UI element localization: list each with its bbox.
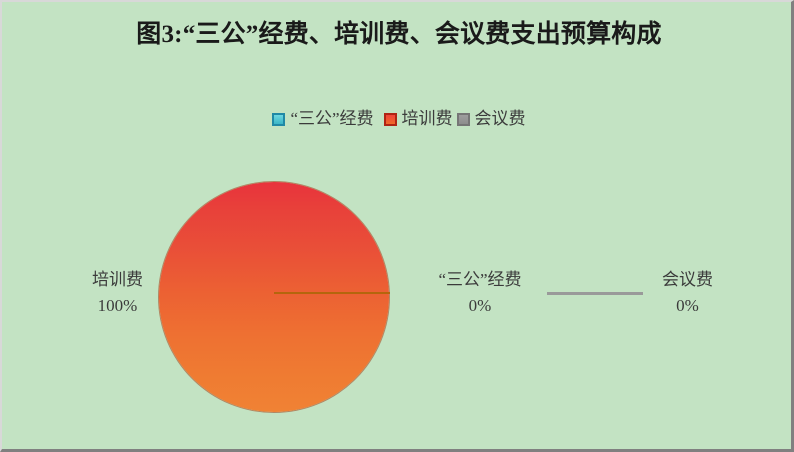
data-label-training-name: 培训费	[92, 270, 143, 289]
pie-slice-training[interactable]	[159, 182, 389, 412]
chart-title: 图3:“三公”经费、培训费、会议费支出预算构成	[136, 21, 662, 48]
pie-zero-slice-divider	[274, 292, 390, 294]
data-label-meeting: 会议费 0%	[630, 267, 745, 319]
legend-swatch-icon-meeting	[456, 112, 470, 126]
data-label-sangong: “三公”经费 0%	[400, 267, 560, 319]
data-label-sangong-percent: 0%	[468, 296, 492, 315]
legend-label-training: 培训费	[401, 109, 453, 128]
data-label-meeting-name: 会议费	[662, 270, 713, 289]
legend-swatch-icon-training	[383, 112, 397, 126]
data-label-sangong-name: “三公”经费	[438, 270, 522, 289]
legend-label-meeting: 会议费	[474, 109, 526, 128]
data-label-training-percent: 100%	[97, 296, 138, 315]
data-label-meeting-percent: 0%	[676, 296, 699, 315]
chart-legend: “三公”经费 培训费 会议费	[2, 109, 791, 128]
legend-item-sangong[interactable]: “三公”经费	[272, 109, 374, 128]
legend-label-sangong: “三公”经费	[290, 109, 374, 128]
data-label-training: 培训费 100%	[60, 267, 175, 319]
legend-item-training[interactable]: 培训费	[383, 109, 453, 128]
legend-item-meeting[interactable]: 会议费	[456, 109, 526, 128]
legend-swatch-icon-sangong	[272, 112, 286, 126]
leader-line-meeting	[547, 292, 643, 295]
